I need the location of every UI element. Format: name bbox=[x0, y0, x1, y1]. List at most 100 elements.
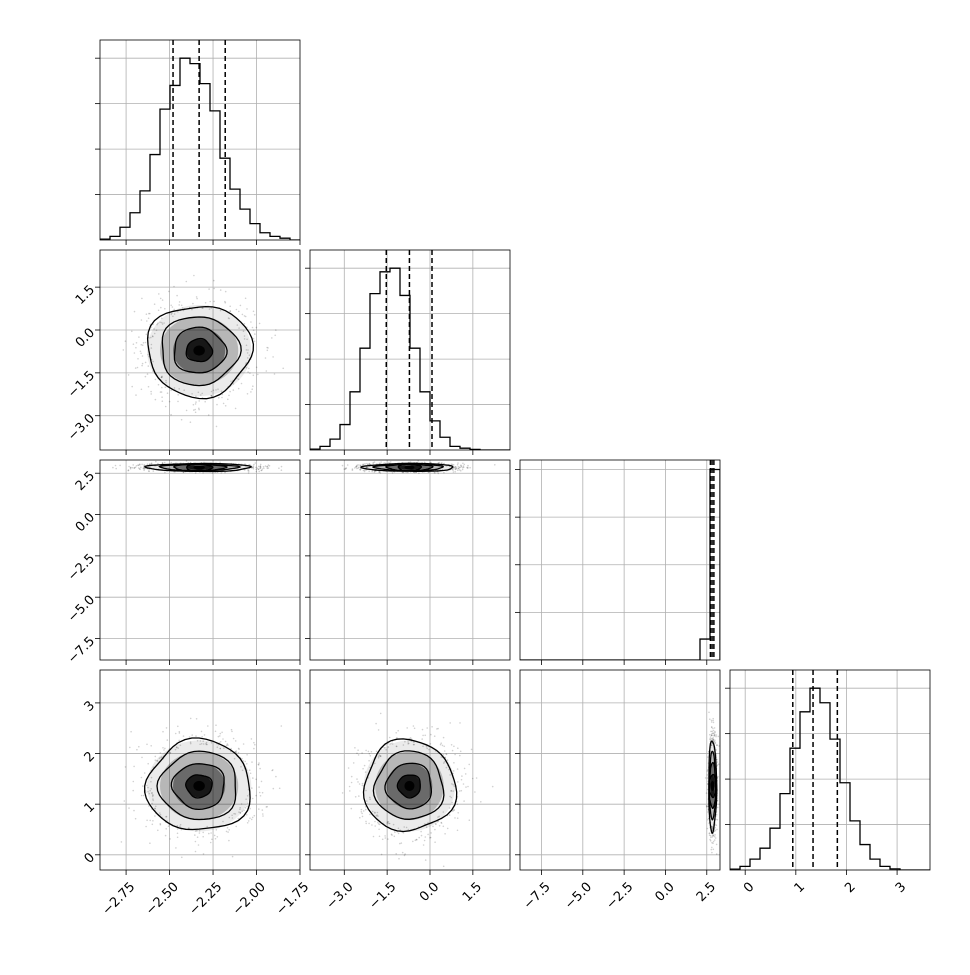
scatter-point bbox=[425, 826, 428, 828]
scatter-point bbox=[377, 729, 380, 731]
scatter-point bbox=[247, 802, 249, 805]
scatter-point bbox=[259, 795, 262, 797]
scatter-point bbox=[251, 388, 253, 391]
scatter-point bbox=[462, 466, 465, 469]
scatter-point bbox=[380, 462, 382, 465]
scatter-point bbox=[429, 836, 432, 839]
scatter-point bbox=[709, 736, 712, 738]
scatter-point bbox=[247, 472, 250, 474]
panel-border bbox=[519, 459, 721, 661]
scatter-point bbox=[225, 744, 228, 747]
scatter-point bbox=[416, 838, 418, 841]
scatter-point bbox=[707, 819, 709, 821]
scatter-point bbox=[441, 462, 443, 464]
scatter-point bbox=[457, 781, 459, 783]
scatter-point bbox=[180, 828, 183, 831]
scatter-point bbox=[710, 744, 713, 747]
scatter-point bbox=[224, 290, 227, 293]
scatter-point bbox=[250, 467, 253, 469]
scatter-point bbox=[707, 756, 709, 758]
scatter-point bbox=[129, 466, 132, 469]
scatter-point bbox=[247, 820, 250, 822]
scatter-point bbox=[712, 719, 714, 722]
scatter-point bbox=[437, 727, 439, 730]
scatter-point bbox=[713, 735, 715, 737]
scatter-point bbox=[452, 790, 454, 792]
scatter-point bbox=[451, 749, 454, 752]
scatter-point bbox=[174, 748, 177, 751]
scatter-point bbox=[457, 467, 460, 470]
scatter-point bbox=[712, 737, 714, 739]
scatter-point bbox=[175, 847, 177, 849]
scatter-point bbox=[141, 344, 144, 347]
scatter-point bbox=[346, 464, 349, 466]
scatter-point bbox=[227, 398, 229, 401]
scatter-point bbox=[374, 812, 376, 814]
scatter-point bbox=[252, 466, 254, 469]
scatter-point bbox=[205, 741, 208, 744]
scatter-point bbox=[227, 317, 230, 319]
scatter-point bbox=[449, 722, 452, 724]
scatter-point bbox=[189, 741, 192, 743]
x-tick-label: −2.25 bbox=[187, 880, 226, 919]
scatter-point bbox=[452, 464, 455, 466]
histogram-step-line bbox=[310, 267, 510, 450]
scatter-point bbox=[128, 807, 130, 809]
scatter-point bbox=[422, 844, 425, 846]
scatter-point bbox=[442, 865, 445, 868]
x-tick-label: −5.0 bbox=[562, 880, 595, 913]
scatter-point bbox=[237, 752, 240, 754]
scatter-point bbox=[361, 784, 364, 787]
scatter-point bbox=[202, 740, 204, 742]
scatter-point bbox=[267, 467, 270, 469]
scatter-point bbox=[234, 751, 237, 753]
scatter-point bbox=[414, 839, 417, 842]
scatter-point bbox=[251, 816, 254, 819]
scatter-point bbox=[465, 786, 467, 788]
scatter-point bbox=[132, 343, 135, 346]
scatter-point bbox=[152, 360, 154, 363]
scatter-point bbox=[354, 467, 356, 469]
scatter-point bbox=[252, 465, 255, 468]
scatter-point bbox=[360, 811, 363, 813]
scatter-point bbox=[240, 803, 243, 805]
scatter-point bbox=[460, 465, 463, 468]
scatter-point bbox=[407, 471, 409, 474]
scatter-point bbox=[244, 297, 247, 300]
scatter-point bbox=[203, 734, 206, 736]
scatter-point bbox=[259, 466, 262, 469]
scatter-point bbox=[463, 463, 466, 466]
scatter-point bbox=[163, 322, 165, 324]
scatter-point bbox=[148, 805, 150, 807]
scatter-point bbox=[351, 468, 354, 470]
scatter-point bbox=[418, 472, 420, 475]
scatter-point bbox=[358, 466, 360, 469]
scatter-point bbox=[265, 370, 268, 372]
scatter-point bbox=[147, 317, 150, 320]
scatter-point bbox=[349, 790, 351, 792]
scatter-point bbox=[256, 467, 259, 470]
scatter-point bbox=[213, 834, 216, 837]
scatter-point bbox=[194, 411, 197, 414]
scatter-point bbox=[155, 460, 157, 463]
scatter-point bbox=[710, 848, 713, 851]
scatter-point bbox=[249, 807, 251, 810]
scatter-point bbox=[248, 769, 251, 771]
scatter-point bbox=[244, 315, 247, 318]
scatter-point bbox=[359, 469, 362, 471]
scatter-point bbox=[189, 717, 192, 720]
scatter-point bbox=[257, 465, 260, 468]
density-panel-1-3 bbox=[310, 670, 510, 870]
scatter-point bbox=[457, 466, 460, 468]
scatter-point bbox=[450, 789, 453, 792]
x-tick-label: −2.50 bbox=[143, 880, 182, 919]
scatter-point bbox=[232, 737, 235, 740]
scatter-point bbox=[195, 401, 197, 403]
scatter-point bbox=[150, 336, 152, 339]
scatter-point bbox=[224, 471, 226, 474]
scatter-point bbox=[215, 724, 217, 726]
scatter-point bbox=[378, 828, 380, 831]
scatter-point bbox=[249, 464, 251, 466]
scatter-point bbox=[358, 795, 360, 797]
scatter-point bbox=[212, 389, 215, 392]
